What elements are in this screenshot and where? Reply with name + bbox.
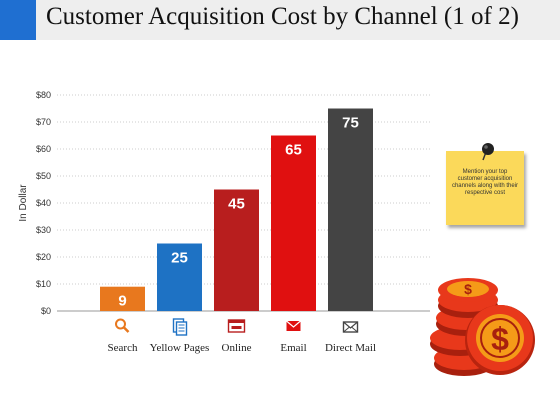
bar-direct-mail (328, 108, 373, 311)
svg-text:$: $ (464, 281, 472, 297)
title-bar: Customer Acquisition Cost by Channel (1 … (0, 0, 560, 40)
direct-mail-icon (342, 321, 359, 333)
sticky-note-text: Mention your top customer acquisition ch… (451, 169, 519, 196)
y-axis-ticks: $0 $10 $20 $30 $40 $50 $60 $70 $80 (36, 90, 51, 316)
y-tick-label: $10 (36, 279, 51, 289)
bar-value-label: 75 (342, 115, 359, 132)
x-tick-label: Search (108, 342, 138, 354)
bar-chart: $0 $10 $20 $30 $40 $50 $60 $70 $80 9 25 45 65 75 Sea… (18, 90, 430, 354)
title-accent (0, 0, 36, 40)
y-tick-label: $70 (36, 117, 51, 127)
pushpin-icon (482, 143, 494, 161)
svg-text:$: $ (491, 321, 509, 357)
email-icon (286, 320, 301, 331)
bar-search (100, 286, 145, 311)
bar-value-label: 65 (285, 142, 302, 159)
category-icons (115, 318, 359, 336)
x-tick-label: Online (222, 342, 252, 354)
y-axis-label: In Dollar (18, 184, 29, 222)
yellow-pages-icon (172, 318, 188, 336)
x-tick-label: Email (280, 342, 306, 354)
sticky-note: Mention your top customer acquisition ch… (446, 151, 524, 225)
page-title: Customer Acquisition Cost by Channel (1 … (46, 3, 519, 30)
y-tick-label: $60 (36, 144, 51, 154)
bar-value-label: 45 (228, 196, 245, 213)
x-axis-labels: Search Yellow Pages Online Email Direct Mail (108, 342, 376, 354)
y-tick-label: $30 (36, 225, 51, 235)
bar-online (214, 189, 259, 311)
x-tick-label: Yellow Pages (150, 342, 210, 354)
bar-value-label: 9 (118, 293, 126, 310)
y-tick-label: $50 (36, 171, 51, 181)
bar-yellow-pages (157, 243, 202, 311)
chart-bars (100, 108, 373, 311)
coin-stack-icon: $ $ (430, 278, 535, 376)
search-icon (115, 318, 130, 333)
bar-value-label: 25 (171, 250, 188, 267)
bar-value-labels: 9 25 45 65 75 (118, 115, 359, 310)
y-tick-label: $0 (41, 306, 51, 316)
y-tick-label: $80 (36, 90, 51, 100)
x-tick-label: Direct Mail (325, 342, 376, 354)
bar-email (271, 135, 316, 311)
y-tick-label: $40 (36, 198, 51, 208)
online-icon (227, 319, 246, 333)
y-tick-label: $20 (36, 252, 51, 262)
